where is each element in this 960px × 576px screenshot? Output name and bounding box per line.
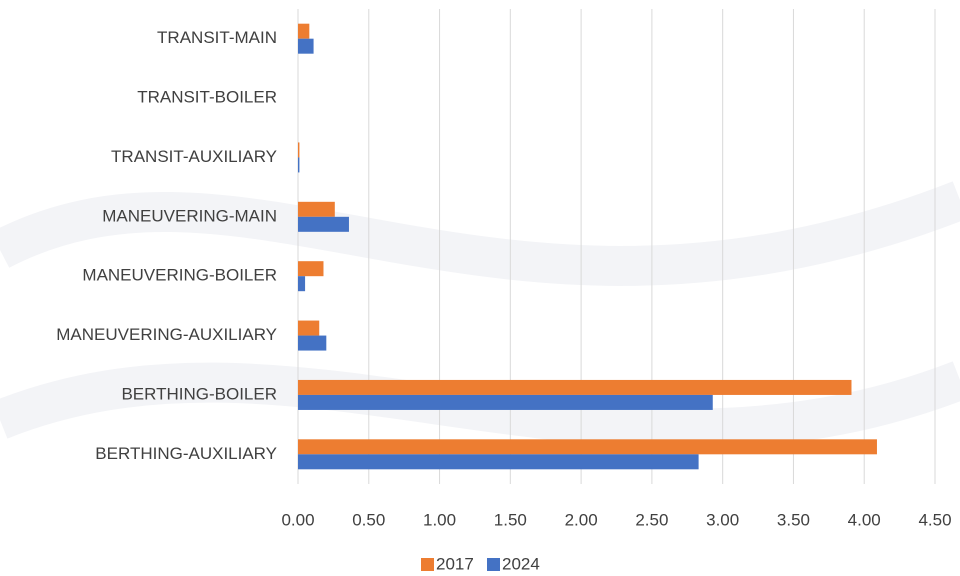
legend-swatch xyxy=(487,558,500,571)
x-tick-label: 2.00 xyxy=(565,510,598,529)
y-tick-label: MANEUVERING-AUXILIARY xyxy=(56,325,277,344)
y-tick-label: TRANSIT-AUXILIARY xyxy=(111,147,277,166)
y-tick-label: TRANSIT-BOILER xyxy=(137,88,277,107)
bar xyxy=(298,216,349,232)
x-tick-label: 4.50 xyxy=(918,510,951,529)
bar xyxy=(298,335,327,351)
bar xyxy=(298,157,300,173)
y-tick-label: BERTHING-BOILER xyxy=(121,384,277,403)
y-tick-label: TRANSIT-MAIN xyxy=(157,28,277,47)
legend-label: 2017 xyxy=(436,554,474,573)
legend-swatch xyxy=(421,558,434,571)
bar xyxy=(298,38,314,54)
x-tick-label: 1.50 xyxy=(494,510,527,529)
bar xyxy=(298,276,306,292)
bar xyxy=(298,394,713,410)
x-tick-label: 1.00 xyxy=(423,510,456,529)
bar xyxy=(298,261,324,277)
bar xyxy=(298,142,300,158)
x-tick-label: 2.50 xyxy=(635,510,668,529)
bar xyxy=(298,320,320,336)
x-tick-label: 0.50 xyxy=(352,510,385,529)
legend-label: 2024 xyxy=(502,554,540,573)
y-tick-label: BERTHING-AUXILIARY xyxy=(95,444,277,463)
bar xyxy=(298,201,335,217)
bar xyxy=(298,23,310,39)
bar xyxy=(298,454,699,470)
x-tick-label: 4.00 xyxy=(848,510,881,529)
y-tick-label: MANEUVERING-BOILER xyxy=(82,266,277,285)
x-tick-label: 3.50 xyxy=(777,510,810,529)
y-tick-label: MANEUVERING-MAIN xyxy=(102,206,277,225)
bar xyxy=(298,439,877,455)
x-tick-label: 3.00 xyxy=(706,510,739,529)
bar xyxy=(298,379,852,395)
x-tick-label: 0.00 xyxy=(281,510,314,529)
